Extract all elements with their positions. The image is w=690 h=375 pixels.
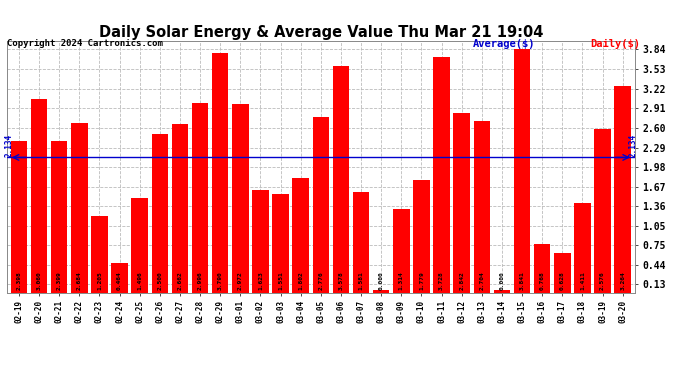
Text: Copyright 2024 Cartronics.com: Copyright 2024 Cartronics.com	[7, 39, 163, 48]
Bar	[253, 190, 268, 292]
Bar	[554, 253, 571, 292]
Text: 3.578: 3.578	[339, 271, 344, 290]
Bar	[111, 263, 128, 292]
Text: 2.576: 2.576	[600, 271, 605, 290]
Bar	[293, 178, 309, 292]
Text: 0.768: 0.768	[540, 271, 544, 290]
Text: 0.628: 0.628	[560, 271, 565, 290]
Text: 2.134: 2.134	[629, 134, 638, 158]
Bar	[91, 216, 108, 292]
Text: 2.662: 2.662	[177, 271, 182, 290]
Bar	[152, 134, 168, 292]
Bar	[433, 57, 450, 292]
Bar	[51, 141, 68, 292]
Text: 2.134: 2.134	[4, 134, 13, 158]
Text: 1.779: 1.779	[419, 271, 424, 290]
Bar	[413, 180, 430, 292]
Bar	[453, 112, 470, 292]
Bar	[534, 244, 551, 292]
Text: Average($): Average($)	[473, 39, 535, 50]
Bar	[615, 86, 631, 292]
Text: 1.496: 1.496	[137, 271, 142, 290]
Text: 2.996: 2.996	[197, 271, 203, 290]
Text: 2.684: 2.684	[77, 271, 82, 290]
Text: 1.551: 1.551	[278, 271, 283, 290]
Bar	[11, 141, 27, 292]
Text: 0.000: 0.000	[500, 271, 504, 290]
Bar	[313, 117, 329, 292]
Bar	[353, 192, 369, 292]
Bar	[71, 123, 88, 292]
Bar	[594, 129, 611, 292]
Text: 1.623: 1.623	[258, 271, 263, 290]
Text: 3.841: 3.841	[520, 271, 524, 290]
Bar	[273, 194, 289, 292]
Text: 2.500: 2.500	[157, 271, 162, 290]
Bar	[172, 124, 188, 292]
Bar	[473, 122, 490, 292]
Bar	[514, 50, 531, 292]
Bar	[494, 290, 510, 292]
Text: 2.704: 2.704	[480, 271, 484, 290]
Bar	[232, 104, 248, 292]
Text: Daily($): Daily($)	[590, 39, 640, 50]
Text: 3.728: 3.728	[439, 271, 444, 290]
Text: 0.000: 0.000	[379, 271, 384, 290]
Text: 3.790: 3.790	[218, 271, 223, 290]
Bar	[192, 103, 208, 292]
Bar	[393, 209, 410, 292]
Text: 2.842: 2.842	[460, 271, 464, 290]
Text: 1.581: 1.581	[359, 271, 364, 290]
Text: 1.314: 1.314	[399, 271, 404, 290]
Text: 3.264: 3.264	[620, 271, 625, 290]
Bar	[333, 66, 349, 292]
Text: 0.464: 0.464	[117, 271, 122, 290]
Text: 3.060: 3.060	[37, 271, 41, 290]
Text: 2.776: 2.776	[318, 271, 324, 290]
Bar	[132, 198, 148, 292]
Text: 2.972: 2.972	[238, 271, 243, 290]
Text: 1.411: 1.411	[580, 271, 585, 290]
Title: Daily Solar Energy & Average Value Thu Mar 21 19:04: Daily Solar Energy & Average Value Thu M…	[99, 25, 543, 40]
Text: 1.205: 1.205	[97, 271, 102, 290]
Bar	[212, 53, 228, 292]
Text: 2.398: 2.398	[17, 271, 21, 290]
Bar	[31, 99, 48, 292]
Bar	[574, 203, 591, 292]
Text: 2.399: 2.399	[57, 271, 61, 290]
Bar	[373, 290, 389, 292]
Text: 1.802: 1.802	[298, 271, 303, 290]
